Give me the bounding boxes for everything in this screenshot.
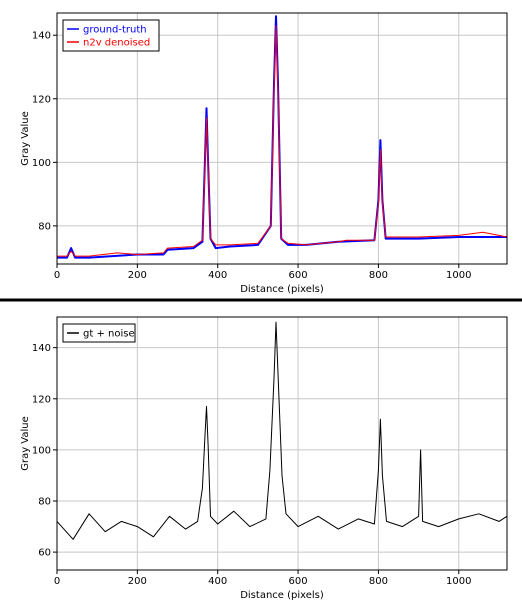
bottom-chart-plot-frame	[56, 316, 508, 571]
y-tick-label: 80	[38, 497, 51, 508]
bottom-chart-panel: 0 200 400 600 800 1000 60 80 100 120 140 Distance…	[20, 316, 508, 601]
x-tick-label: 200	[128, 576, 147, 587]
y-tick-label: 100	[32, 158, 51, 169]
top-chart-x-axis-label: Distance (pixels)	[240, 284, 324, 295]
y-tick-label: 80	[38, 221, 51, 232]
bottom-chart-y-ticks: 60 80 100 120 140	[32, 343, 57, 559]
bottom-chart-grid	[56, 317, 507, 570]
legend-label-n2v-denoised: n2v denoised	[83, 38, 150, 49]
series-line-gt-noise	[56, 321, 508, 540]
x-tick-label: 200	[128, 270, 147, 281]
y-tick-label: 120	[32, 394, 51, 405]
series-line-ground-truth	[57, 15, 507, 259]
series-line-n2v-denoised	[57, 25, 508, 257]
y-tick-label: 100	[32, 445, 51, 456]
top-chart-legend-box	[62, 19, 160, 52]
x-tick-label: 400	[208, 576, 227, 587]
bottom-chart-y-axis-label: Gray Value	[20, 416, 31, 471]
top-chart-legend: ground-truth n2v denoised	[62, 19, 160, 52]
x-tick-label: 600	[289, 270, 308, 281]
y-tick-label: 120	[32, 94, 51, 105]
bottom-chart-legend-box	[62, 323, 136, 343]
top-chart-x-ticks: 0 200 400 600 800 1000	[54, 264, 472, 281]
top-chart-y-axis-label: Gray Value	[20, 111, 31, 166]
bottom-chart-series	[56, 321, 508, 540]
x-tick-label: 800	[369, 270, 388, 281]
top-chart-panel: 0 200 400 600 800 1000 80 100 120 140 Distance (…	[20, 12, 508, 295]
bottom-chart-legend: gt + noise	[62, 323, 136, 343]
x-tick-label: 1000	[446, 576, 471, 587]
top-chart-y-ticks: 80 100 120 140	[32, 31, 57, 232]
y-tick-label: 140	[32, 31, 51, 42]
x-tick-label: 0	[54, 576, 60, 587]
bottom-chart-x-axis-label: Distance (pixels)	[240, 590, 324, 601]
x-tick-label: 0	[54, 270, 60, 281]
x-tick-label: 600	[289, 576, 308, 587]
legend-label-gt-noise: gt + noise	[83, 329, 135, 340]
top-chart-plot-frame	[56, 12, 508, 265]
x-tick-label: 800	[369, 576, 388, 587]
top-chart-series	[57, 15, 508, 259]
y-tick-label: 60	[38, 548, 51, 559]
x-tick-label: 400	[208, 270, 227, 281]
y-tick-label: 140	[32, 343, 51, 354]
legend-label-ground-truth: ground-truth	[83, 25, 147, 36]
bottom-chart-x-ticks: 0 200 400 600 800 1000	[54, 570, 472, 587]
x-tick-label: 1000	[446, 270, 471, 281]
